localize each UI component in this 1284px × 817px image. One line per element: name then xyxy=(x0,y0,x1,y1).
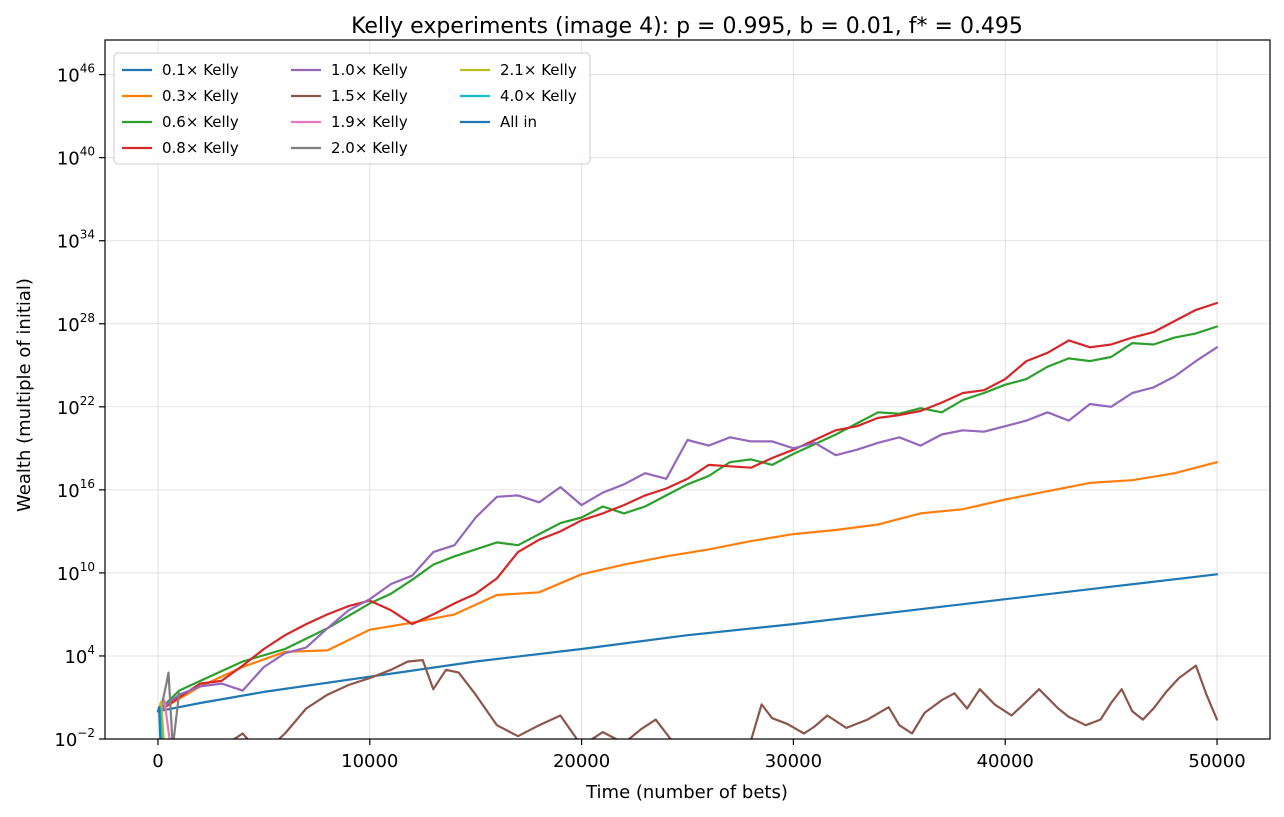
legend-label-2-0-kelly: 2.0× Kelly xyxy=(331,139,408,157)
y-tick-label: 10−2 xyxy=(54,726,95,751)
legend-box xyxy=(113,52,591,165)
grid xyxy=(105,40,1270,740)
chart-title: Kelly experiments (image 4): p = 0.995, … xyxy=(351,14,1023,39)
x-tick-label: 20000 xyxy=(553,751,610,772)
legend-label-1-9-kelly: 1.9× Kelly xyxy=(331,113,408,131)
y-tick-label: 1022 xyxy=(57,394,95,419)
series-line-0-8-kelly xyxy=(156,301,1219,713)
series-line-0-6-kelly xyxy=(156,325,1219,713)
y-axis-label: Wealth (multiple of initial) xyxy=(14,278,35,512)
x-tick-label: 0 xyxy=(152,751,163,772)
x-axis-ticks: 0 10000 20000 30000 40000 50000 xyxy=(152,739,1246,772)
x-tick-label: 40000 xyxy=(977,751,1034,772)
legend-label-0-8-kelly: 0.8× Kelly xyxy=(162,139,239,157)
plot-frame xyxy=(104,39,1271,740)
legend: 0.1× Kelly 0.3× Kelly 0.6× Kelly 0.8× Kelly… xyxy=(113,52,591,165)
legend-label-0-6-kelly: 0.6× Kelly xyxy=(162,113,239,131)
series-line-1-0-kelly xyxy=(156,346,1219,713)
series-line-0-1-kelly xyxy=(156,573,1219,713)
x-tick-label: 30000 xyxy=(765,751,822,772)
x-tick-label: 10000 xyxy=(341,751,398,772)
x-axis-label: Time (number of bets) xyxy=(585,782,788,803)
series-line-1-5-kelly xyxy=(232,658,1219,739)
legend-label-2-1-kelly: 2.1× Kelly xyxy=(500,61,577,79)
series-lines xyxy=(156,301,1219,739)
legend-label-0-1-kelly: 0.1× Kelly xyxy=(162,61,239,79)
legend-label-4-0-kelly: 4.0× Kelly xyxy=(500,87,577,105)
y-tick-label: 1034 xyxy=(57,228,95,253)
y-tick-label: 1010 xyxy=(57,560,95,585)
y-tick-label: 1016 xyxy=(57,477,95,502)
y-axis-ticks: 10−2 104 1010 1016 1022 1028 1034 1040 1046 xyxy=(54,62,105,751)
legend-label-1-5-kelly: 1.5× Kelly xyxy=(331,87,408,105)
x-tick-label: 50000 xyxy=(1188,751,1245,772)
legend-label-1-0-kelly: 1.0× Kelly xyxy=(331,61,408,79)
series-line-0-3-kelly xyxy=(156,461,1219,713)
y-tick-label: 1046 xyxy=(57,62,95,87)
y-tick-label: 1040 xyxy=(57,145,95,170)
legend-label-0-3-kelly: 0.3× Kelly xyxy=(162,87,239,105)
series-line-all-in xyxy=(156,706,162,739)
legend-label-all-in: All in xyxy=(500,113,537,131)
y-tick-label: 1028 xyxy=(57,311,95,336)
y-tick-label: 104 xyxy=(64,643,95,668)
